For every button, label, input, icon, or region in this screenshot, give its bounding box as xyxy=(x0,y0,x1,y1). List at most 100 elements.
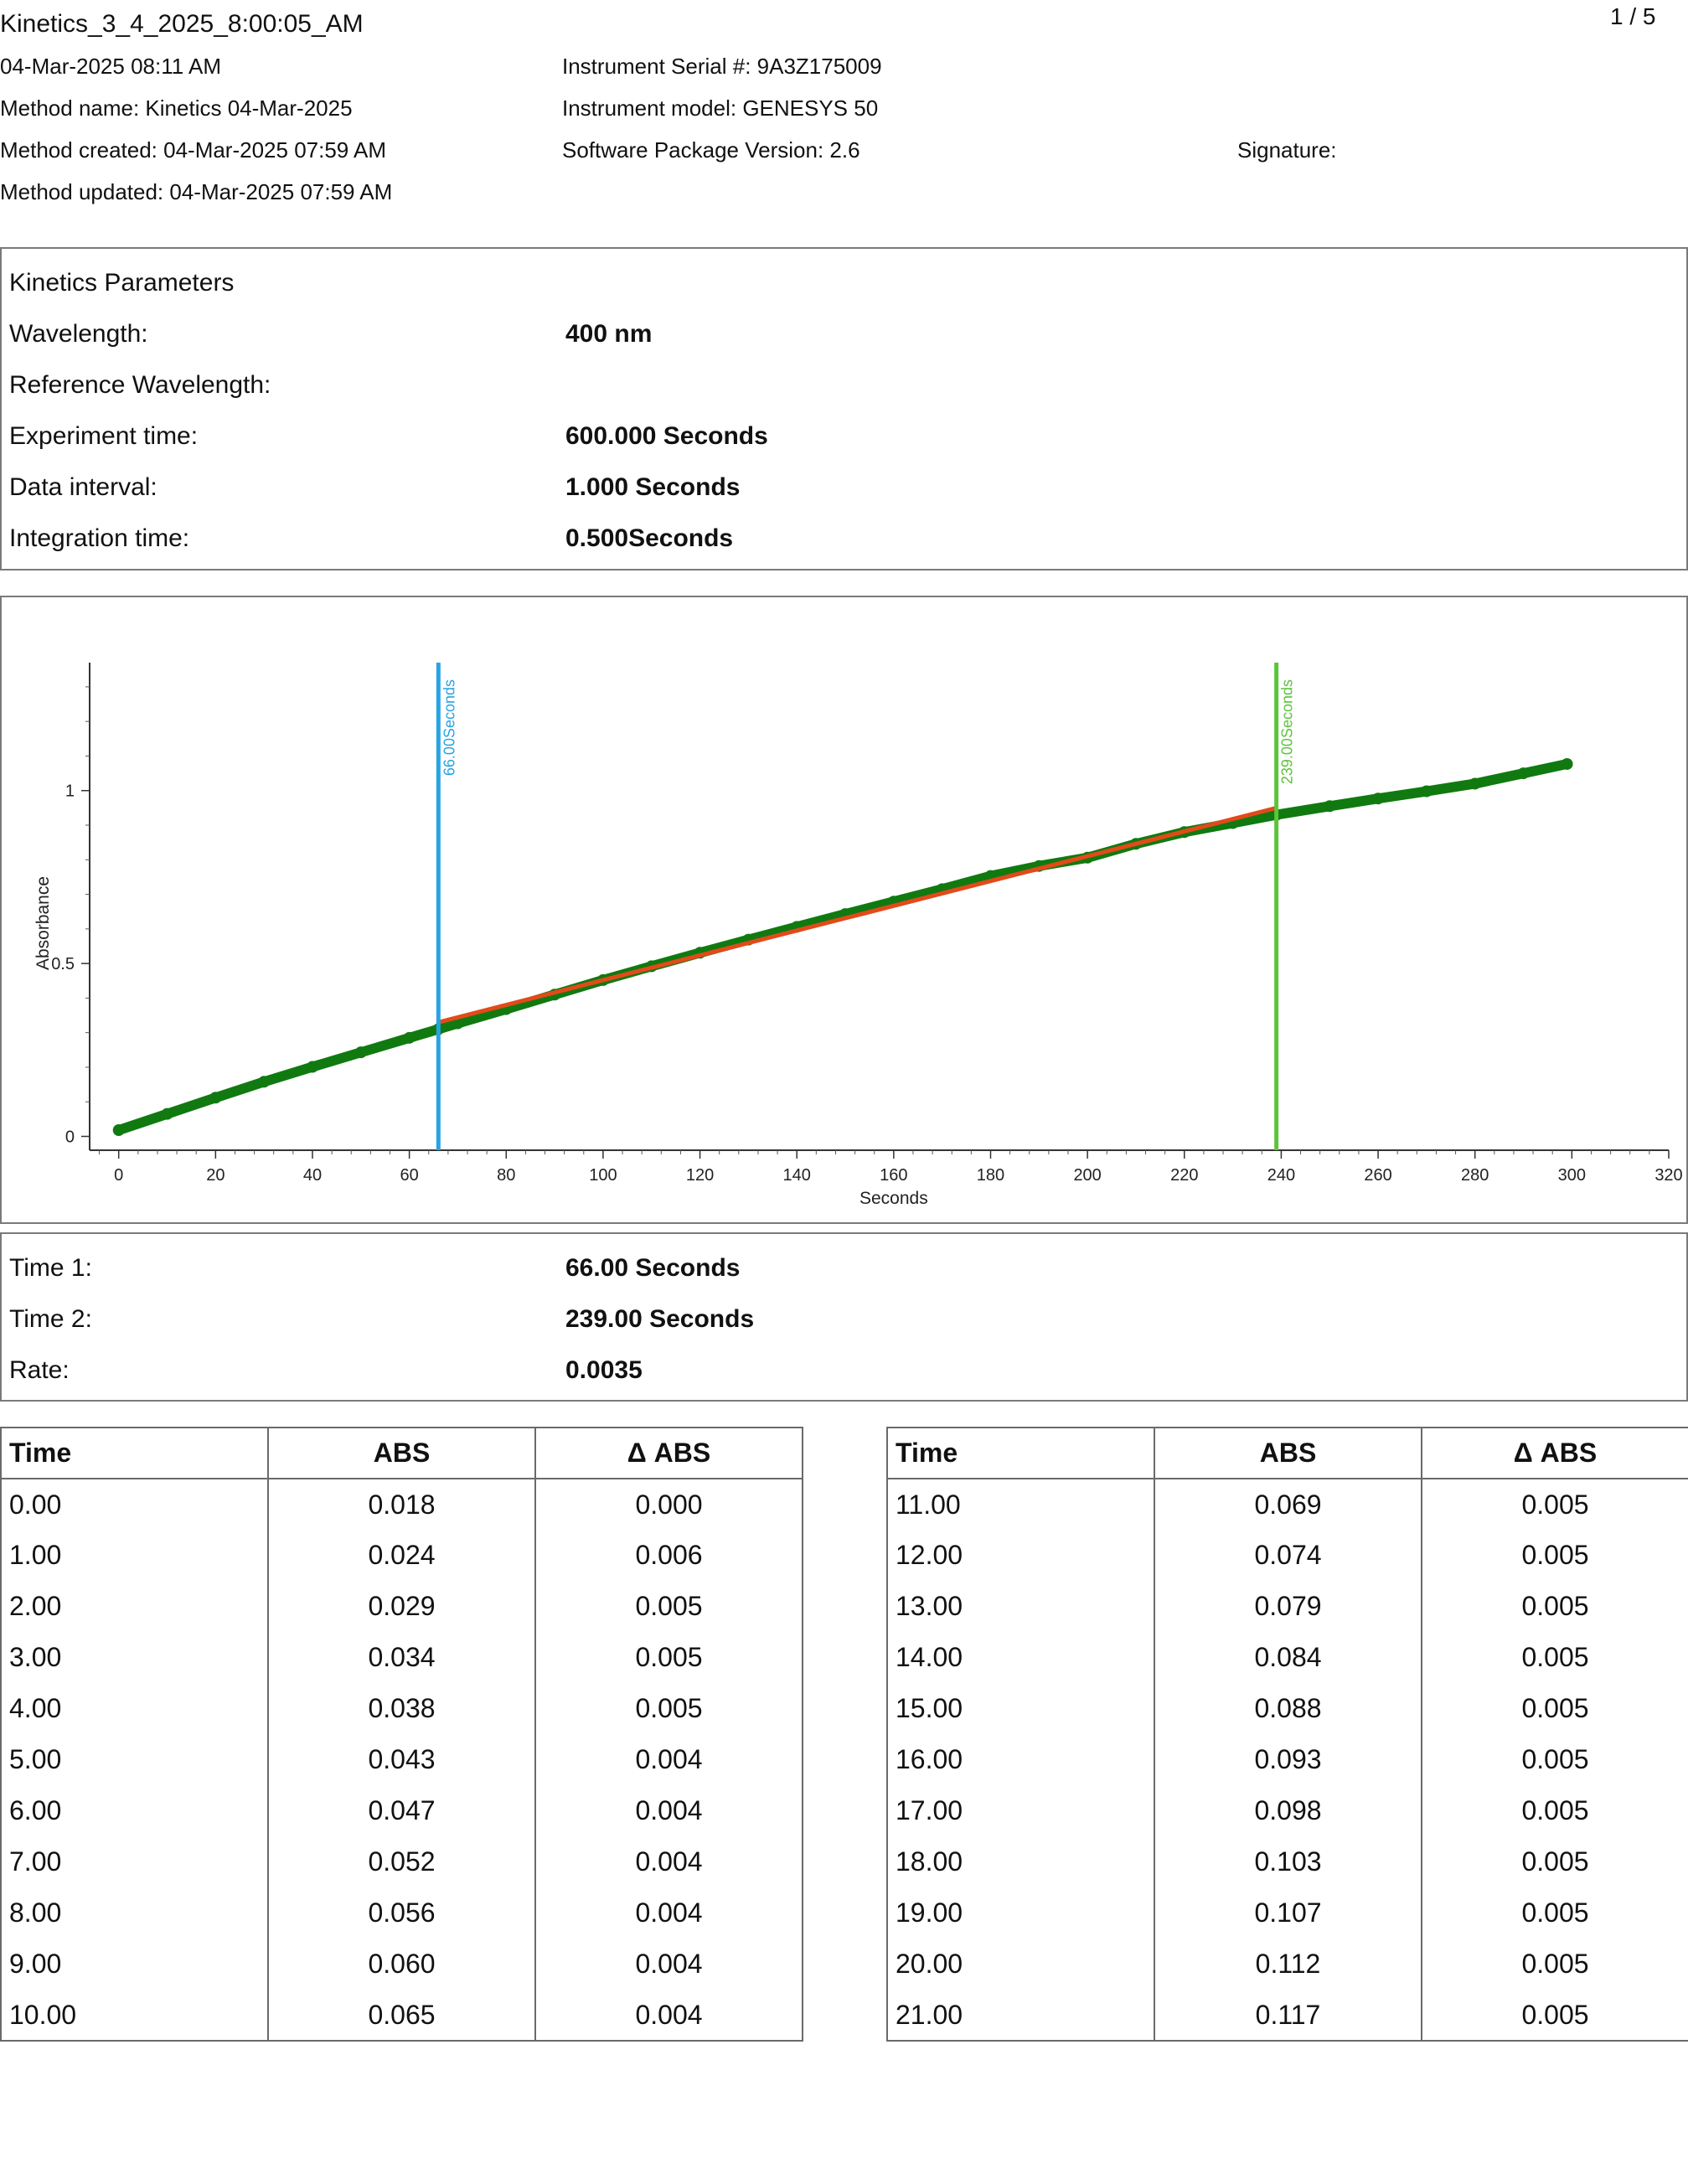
x-tick-label: 80 xyxy=(497,1166,515,1185)
table-row: 18.00 0.103 0.005 xyxy=(887,1836,1688,1887)
param-value: 0.500Seconds xyxy=(565,524,734,552)
time-cell: 15.00 xyxy=(896,1693,963,1723)
absorbance-data-point xyxy=(161,1107,173,1120)
column-header-abs: ABS xyxy=(267,1428,535,1479)
table-row: 20.00 0.112 0.005 xyxy=(887,1939,1688,1990)
abs-cell: 0.065 xyxy=(267,1990,535,2041)
delta-abs-cell: 0.005 xyxy=(1421,1530,1688,1581)
delta-abs-cell: 0.005 xyxy=(1421,1785,1688,1836)
table-row: 9.00 0.060 0.004 xyxy=(1,1939,803,1990)
table-row: 6.00 0.047 0.004 xyxy=(1,1785,803,1836)
x-tick-label: 200 xyxy=(1073,1166,1101,1185)
time-cell: 19.00 xyxy=(896,1897,963,1928)
data-table-left: Time ABS Δ ABS 0.00 0.018 0.000 1.00 0.024 0.… xyxy=(0,1427,803,2042)
abs-cell: 0.024 xyxy=(267,1530,535,1581)
x-tick-label: 180 xyxy=(977,1166,1004,1185)
delta-abs-cell: 0.006 xyxy=(534,1530,803,1581)
result-value: 239.00 Seconds xyxy=(565,1305,755,1333)
table-row: 17.00 0.098 0.005 xyxy=(887,1785,1688,1836)
absorbance-data-point xyxy=(354,1046,367,1059)
param-label: Data interval: xyxy=(9,473,157,501)
abs-cell: 0.052 xyxy=(267,1836,535,1887)
abs-cell: 0.084 xyxy=(1154,1632,1422,1683)
x-tick-label: 160 xyxy=(880,1166,907,1185)
column-header-delta-abs: Δ ABS xyxy=(534,1428,803,1479)
absorbance-data-point xyxy=(1469,777,1481,790)
time-cell: 3.00 xyxy=(9,1642,62,1672)
table-row: 3.00 0.034 0.005 xyxy=(1,1632,803,1683)
absorbance-data-point xyxy=(452,1017,464,1030)
absorbance-data-point xyxy=(1372,793,1385,805)
x-tick-label: 220 xyxy=(1170,1166,1198,1185)
x-tick-label: 260 xyxy=(1364,1166,1391,1185)
absorbance-data-point xyxy=(1517,767,1530,780)
result-value: 66.00 Seconds xyxy=(565,1254,741,1282)
abs-cell: 0.056 xyxy=(267,1887,535,1939)
column-header-abs: ABS xyxy=(1154,1428,1422,1479)
x-tick-label: 120 xyxy=(686,1166,714,1185)
abs-cell: 0.107 xyxy=(1154,1887,1422,1939)
time1-marker-label: 66.00Seconds xyxy=(441,679,457,776)
table-row: 5.00 0.043 0.004 xyxy=(1,1734,803,1785)
y-tick-label: 1 xyxy=(65,782,75,801)
report-title: Kinetics_3_4_2025_8:00:05_AM xyxy=(0,10,364,38)
delta-abs-cell: 0.004 xyxy=(534,1939,803,1990)
abs-cell: 0.043 xyxy=(267,1734,535,1785)
param-value: 600.000 Seconds xyxy=(565,422,768,450)
kinetics-chart-panel: 0 20 40 60 80 100 120 140 160 180 200 220 240 260 280 3… xyxy=(0,596,1688,1224)
delta-abs-cell: 0.005 xyxy=(1421,1887,1688,1939)
delta-abs-cell: 0.005 xyxy=(1421,1836,1688,1887)
x-tick-label: 280 xyxy=(1461,1166,1489,1185)
time2-marker-label: 239.00Seconds xyxy=(1279,679,1296,784)
time-cell: 16.00 xyxy=(896,1744,963,1774)
time-cell: 11.00 xyxy=(896,1489,961,1520)
time-cell: 4.00 xyxy=(9,1693,62,1723)
rate-fit-line xyxy=(437,805,1278,1025)
absorbance-data-point xyxy=(112,1124,125,1137)
abs-cell: 0.069 xyxy=(1154,1479,1422,1530)
absorbance-data-point xyxy=(1324,800,1336,813)
absorbance-data-point xyxy=(1561,757,1573,770)
param-value: 1.000 Seconds xyxy=(565,473,741,501)
column-header-delta-abs: Δ ABS xyxy=(1421,1428,1688,1479)
table-header-row: Time ABS Δ ABS xyxy=(1,1428,803,1479)
abs-cell: 0.018 xyxy=(267,1479,535,1530)
x-tick-label: 320 xyxy=(1654,1166,1682,1185)
delta-abs-cell: 0.004 xyxy=(534,1785,803,1836)
abs-cell: 0.098 xyxy=(1154,1785,1422,1836)
absorbance-data-point xyxy=(209,1092,222,1104)
result-value: 0.0035 xyxy=(565,1356,643,1384)
method-updated: Method updated: 04-Mar-2025 07:59 AM xyxy=(0,179,393,204)
time-cell: 5.00 xyxy=(9,1744,62,1774)
delta-abs-cell: 0.005 xyxy=(1421,1734,1688,1785)
delta-abs-cell: 0.005 xyxy=(1421,1632,1688,1683)
time-cell: 13.00 xyxy=(896,1591,963,1621)
param-label: Reference Wavelength: xyxy=(9,371,271,399)
time-cell: 18.00 xyxy=(896,1846,963,1877)
time-cell: 6.00 xyxy=(9,1795,62,1825)
kinetics-chart: 0 20 40 60 80 100 120 140 160 180 200 220 240 260 280 3… xyxy=(34,663,1683,1208)
rate-results-panel: Time 1: 66.00 Seconds Time 2: 239.00 Sec… xyxy=(0,1232,1688,1402)
y-tick-label: 0 xyxy=(65,1128,75,1146)
delta-abs-cell: 0.004 xyxy=(534,1990,803,2041)
x-tick-label: 240 xyxy=(1267,1166,1295,1185)
delta-abs-cell: 0.000 xyxy=(534,1479,803,1530)
method-name: Method name: Kinetics 04-Mar-2025 xyxy=(0,96,353,121)
x-axis-label: Seconds xyxy=(859,1189,928,1208)
time-cell: 7.00 xyxy=(9,1846,62,1877)
result-label: Time 1: xyxy=(9,1254,92,1282)
absorbance-data-point xyxy=(306,1061,318,1073)
x-tick-label: 20 xyxy=(206,1166,225,1185)
page-number: 1 / 5 xyxy=(1610,3,1656,29)
abs-cell: 0.034 xyxy=(267,1632,535,1683)
table-row: 21.00 0.117 0.005 xyxy=(887,1990,1688,2041)
table-row: 4.00 0.038 0.005 xyxy=(1,1683,803,1734)
abs-cell: 0.038 xyxy=(267,1683,535,1734)
abs-cell: 0.060 xyxy=(267,1939,535,1990)
table-row: 11.00 0.069 0.005 xyxy=(887,1479,1688,1530)
abs-cell: 0.117 xyxy=(1154,1990,1422,2041)
table-row: 7.00 0.052 0.004 xyxy=(1,1836,803,1887)
instrument-serial: Instrument Serial #: 9A3Z175009 xyxy=(562,54,882,79)
table-row: 16.00 0.093 0.005 xyxy=(887,1734,1688,1785)
abs-cell: 0.047 xyxy=(267,1785,535,1836)
